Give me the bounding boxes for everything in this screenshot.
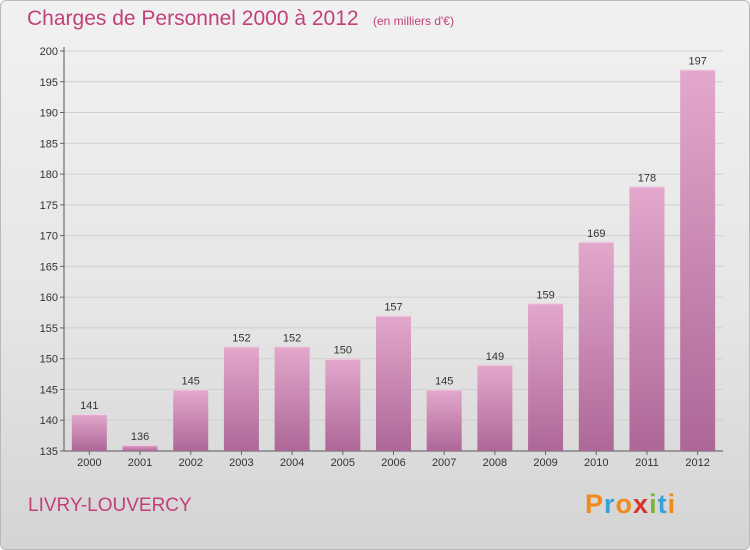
logo-letter: x [633,489,650,519]
value-label: 157 [384,302,402,314]
x-tick-label: 2003 [229,457,253,469]
value-label: 169 [587,228,605,240]
data-labels: 141 136 145 152 152 150 157 145 149 159 169 178 197 [80,55,707,442]
x-tick-label: 2001 [128,457,152,469]
x-tick-label: 2005 [331,457,355,469]
bar [223,346,259,451]
bar [426,389,462,451]
value-label: 178 [638,172,656,184]
x-tick-label: 2008 [483,457,507,469]
y-tick-label: 160 [40,292,58,304]
x-tick-label: 2010 [584,457,608,469]
value-label: 152 [232,332,250,344]
y-tick-label: 145 [40,384,58,396]
bar [528,303,564,451]
logo-letter: r [604,489,616,519]
value-label: 149 [486,351,504,363]
y-tick-label: 200 [40,46,58,58]
bar [629,186,665,451]
y-tick-label: 140 [40,415,58,427]
commune-name: LIVRY-LOUVERCY [28,495,192,516]
logo-letter: i [667,489,677,519]
y-tick-label: 150 [40,354,58,366]
x-tick-label: 2007 [432,457,456,469]
value-label: 197 [688,55,706,67]
y-tick-label: 175 [40,200,58,212]
value-label: 145 [435,375,453,387]
value-label: 159 [536,289,554,301]
value-label: 152 [283,332,301,344]
y-tick-label: 180 [40,169,58,181]
bar [122,444,158,451]
bar [376,315,411,451]
bar [578,241,614,451]
logo-letter: o [615,489,634,519]
logo-letter: P [585,489,605,519]
x-tick-label: 2009 [533,457,557,469]
axes: 135 140 145 150 155 160 165 170 175 180 185 190 195 2… [40,46,723,469]
bar [274,346,310,451]
chart-title: Charges de Personnel 2000 à 2012 [27,7,359,30]
value-label: 136 [131,431,149,443]
proxiti-logo: Proxiti [585,489,676,520]
bar [325,358,361,451]
x-tick-label: 2004 [280,457,304,469]
logo-letter: t [657,489,668,519]
x-tick-label: 2012 [685,457,709,469]
y-tick-label: 165 [40,261,58,273]
y-tick-label: 195 [40,77,58,89]
y-tick-label: 155 [40,323,58,335]
bar [680,69,716,451]
value-label: 141 [80,400,98,412]
x-tick-label: 2002 [178,457,202,469]
y-tick-label: 185 [40,138,58,150]
y-tick-label: 135 [40,446,58,458]
chart-subtitle: (en milliers d'€) [373,14,454,28]
bars [71,69,716,451]
y-tick-label: 190 [40,108,58,120]
value-label: 150 [334,345,352,357]
x-tick-label: 2011 [635,457,659,469]
y-tick-label: 170 [40,231,58,243]
x-tick-label: 2000 [77,457,101,469]
value-label: 145 [182,375,200,387]
bar [173,389,209,451]
bar [477,364,513,451]
logo-letter: i [649,489,658,519]
x-tick-label: 2006 [381,457,405,469]
bar [71,414,107,451]
